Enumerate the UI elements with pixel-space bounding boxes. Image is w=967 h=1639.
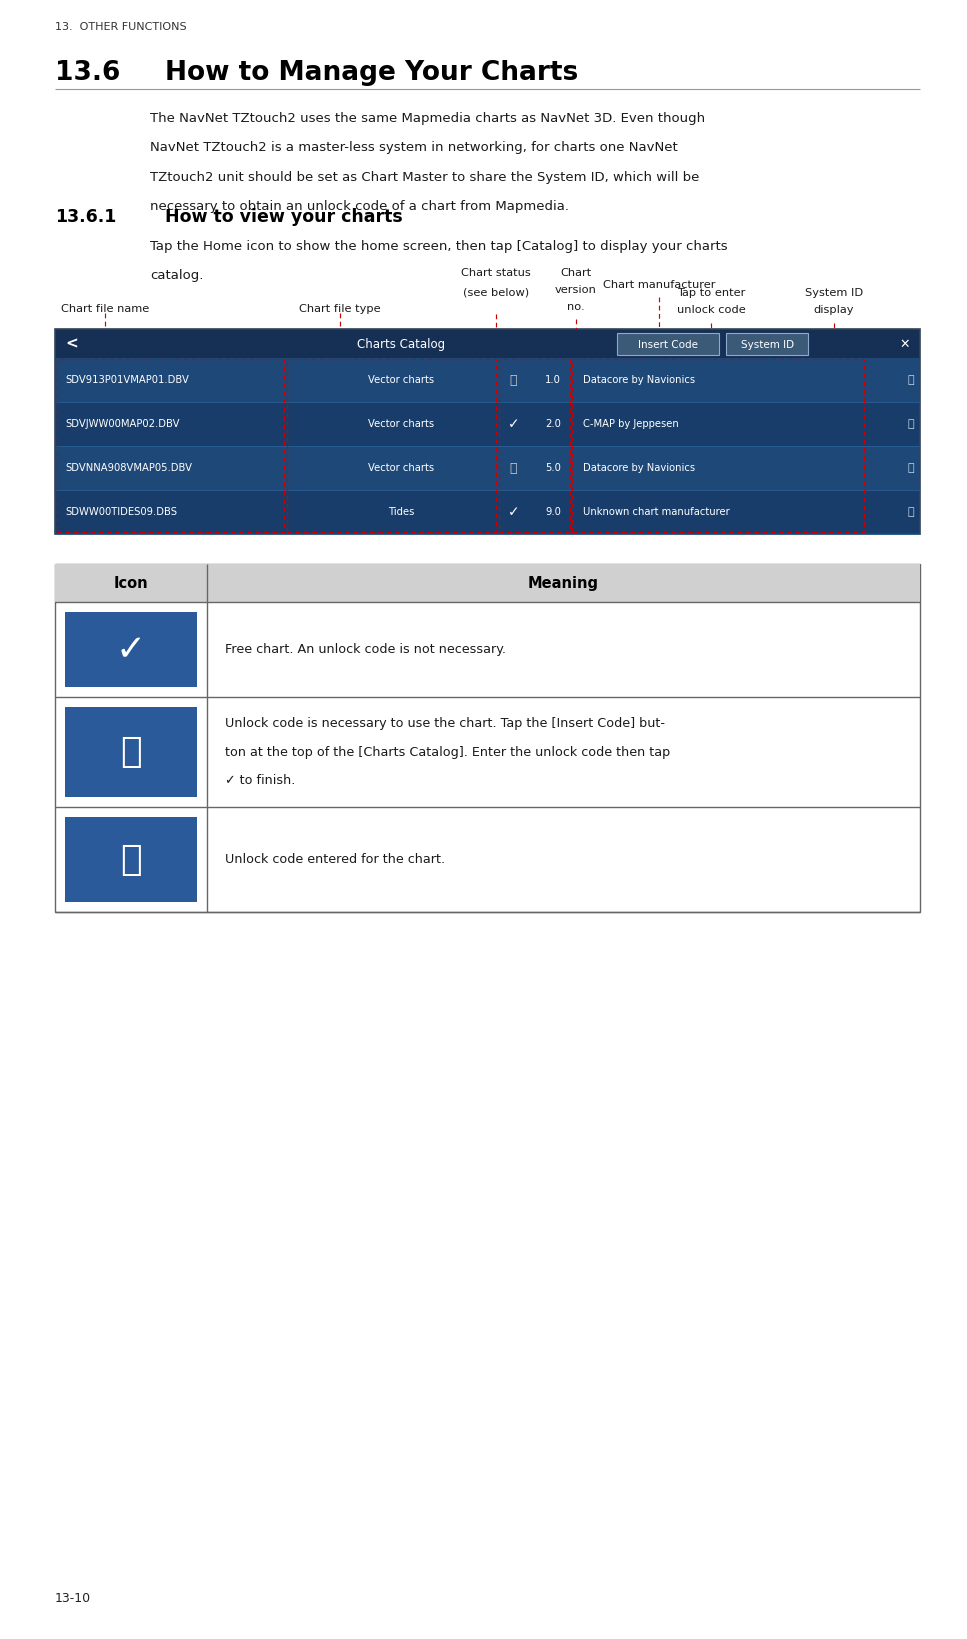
Text: Tap to enter: Tap to enter <box>677 288 746 298</box>
FancyBboxPatch shape <box>55 359 920 402</box>
Text: SDVNNA908VMAP05.DBV: SDVNNA908VMAP05.DBV <box>65 464 192 474</box>
Text: 🔒: 🔒 <box>510 374 517 387</box>
Text: 13.  OTHER FUNCTIONS: 13. OTHER FUNCTIONS <box>55 21 187 33</box>
Text: Chart file name: Chart file name <box>61 303 149 313</box>
Text: ✓ to finish.: ✓ to finish. <box>225 774 295 787</box>
FancyBboxPatch shape <box>55 564 920 602</box>
Text: Datacore by Navionics: Datacore by Navionics <box>583 464 694 474</box>
Text: System ID: System ID <box>741 339 794 349</box>
Text: ✓: ✓ <box>508 418 519 431</box>
Text: How to view your charts: How to view your charts <box>165 208 402 226</box>
Text: Unlock code is necessary to use the chart. Tap the [Insert Code] but-: Unlock code is necessary to use the char… <box>225 716 665 729</box>
Text: ✓: ✓ <box>508 505 519 520</box>
Text: Chart status: Chart status <box>461 267 531 279</box>
Text: 2.0: 2.0 <box>545 420 561 429</box>
Text: ton at the top of the [Charts Catalog]. Enter the unlock code then tap: ton at the top of the [Charts Catalog]. … <box>225 746 670 759</box>
Text: TZtouch2 unit should be set as Chart Master to share the System ID, which will b: TZtouch2 unit should be set as Chart Mas… <box>150 170 699 184</box>
Text: Chart: Chart <box>560 267 591 279</box>
Text: 13-10: 13-10 <box>55 1591 91 1605</box>
Text: 🗑: 🗑 <box>907 420 914 429</box>
Text: 13.6.1: 13.6.1 <box>55 208 116 226</box>
Text: ✓: ✓ <box>116 633 146 667</box>
Text: 🗑: 🗑 <box>907 506 914 518</box>
FancyBboxPatch shape <box>65 706 197 797</box>
Text: <: < <box>65 336 77 351</box>
Text: 🗑: 🗑 <box>907 375 914 385</box>
FancyBboxPatch shape <box>617 333 719 356</box>
Text: Chart file type: Chart file type <box>299 303 380 313</box>
Text: How to Manage Your Charts: How to Manage Your Charts <box>165 61 578 85</box>
Text: Icon: Icon <box>114 575 148 590</box>
Text: Unknown chart manufacturer: Unknown chart manufacturer <box>583 506 729 518</box>
FancyBboxPatch shape <box>65 611 197 687</box>
Text: unlock code: unlock code <box>677 305 746 315</box>
Text: Free chart. An unlock code is not necessary.: Free chart. An unlock code is not necess… <box>225 642 506 656</box>
Text: 1.0: 1.0 <box>545 375 561 385</box>
Text: 🔒: 🔒 <box>120 734 142 769</box>
Text: 🔒: 🔒 <box>510 462 517 475</box>
Text: 5.0: 5.0 <box>545 464 561 474</box>
Text: SDV913P01VMAP01.DBV: SDV913P01VMAP01.DBV <box>65 375 189 385</box>
Text: 🔓: 🔓 <box>120 842 142 877</box>
Text: 🗑: 🗑 <box>907 464 914 474</box>
Text: Tap the Home icon to show the home screen, then tap [Catalog] to display your ch: Tap the Home icon to show the home scree… <box>150 239 727 252</box>
FancyBboxPatch shape <box>55 490 920 534</box>
Text: catalog.: catalog. <box>150 269 203 282</box>
Text: version: version <box>555 285 597 295</box>
Text: Vector charts: Vector charts <box>367 375 434 385</box>
Text: Charts Catalog: Charts Catalog <box>357 338 445 351</box>
Text: display: display <box>813 305 854 315</box>
Text: C-MAP by Jeppesen: C-MAP by Jeppesen <box>583 420 679 429</box>
Text: 13.6: 13.6 <box>55 61 120 85</box>
Text: ✕: ✕ <box>899 338 910 351</box>
Text: Tides: Tides <box>388 506 414 518</box>
FancyBboxPatch shape <box>55 402 920 446</box>
Text: 9.0: 9.0 <box>545 506 561 518</box>
FancyBboxPatch shape <box>65 816 197 901</box>
Text: (see below): (see below) <box>463 288 529 298</box>
FancyBboxPatch shape <box>55 329 920 534</box>
FancyBboxPatch shape <box>726 333 808 356</box>
Text: necessary to obtain an unlock code of a chart from Mapmedia.: necessary to obtain an unlock code of a … <box>150 200 569 213</box>
Text: Vector charts: Vector charts <box>367 464 434 474</box>
Text: The NavNet TZtouch2 uses the same Mapmedia charts as NavNet 3D. Even though: The NavNet TZtouch2 uses the same Mapmed… <box>150 111 705 125</box>
Text: no.: no. <box>567 302 584 311</box>
Text: Unlock code entered for the chart.: Unlock code entered for the chart. <box>225 852 445 865</box>
Text: Chart manufacturer: Chart manufacturer <box>602 280 716 290</box>
Text: Meaning: Meaning <box>528 575 599 590</box>
Text: SDWW00TIDES09.DBS: SDWW00TIDES09.DBS <box>65 506 177 518</box>
Text: Datacore by Navionics: Datacore by Navionics <box>583 375 694 385</box>
Text: SDVJWW00MAP02.DBV: SDVJWW00MAP02.DBV <box>65 420 180 429</box>
Text: Vector charts: Vector charts <box>367 420 434 429</box>
FancyBboxPatch shape <box>55 329 920 359</box>
FancyBboxPatch shape <box>55 446 920 490</box>
Text: Insert Code: Insert Code <box>638 339 698 349</box>
Text: NavNet TZtouch2 is a master-less system in networking, for charts one NavNet: NavNet TZtouch2 is a master-less system … <box>150 141 678 154</box>
Text: System ID: System ID <box>805 288 863 298</box>
